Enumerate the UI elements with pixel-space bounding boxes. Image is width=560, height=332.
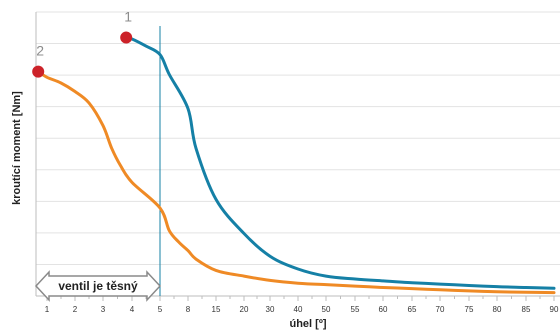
x-tick-label: 65 <box>408 305 417 314</box>
series-line-1 <box>124 36 556 290</box>
markers-layer: 12 <box>32 9 133 78</box>
range-double-arrow <box>34 270 162 302</box>
x-ticks: 1 2 3 4 5 8 15 20 30 40 50 55 60 65 70 75 80 85 90 <box>45 296 559 314</box>
x-tick-label: 8 <box>186 305 191 314</box>
grid-lines <box>36 11 560 265</box>
x-tick-label: 80 <box>493 305 502 314</box>
series-layer <box>36 36 556 295</box>
start-marker-2 <box>32 65 45 78</box>
x-tick-label: 40 <box>294 305 303 314</box>
x-tick-label: 30 <box>266 305 275 314</box>
x-tick-label: 50 <box>322 305 331 314</box>
x-tick-label: 60 <box>379 305 388 314</box>
y-axis-title: kroutící moment [Nm] <box>11 91 23 205</box>
series-label-2: 2 <box>36 43 44 59</box>
x-tick-label: 2 <box>73 305 78 314</box>
series-label-1: 1 <box>124 9 132 25</box>
x-tick-label: 5 <box>158 305 163 314</box>
series-line-2 <box>36 70 556 295</box>
x-tick-label: 1 <box>45 305 50 314</box>
range-annotation: ventil je těsný <box>34 270 162 302</box>
range-annotation-label: ventil je těsný <box>58 279 138 293</box>
x-tick-label: 15 <box>212 305 221 314</box>
x-tick-label: 20 <box>240 305 249 314</box>
x-tick-label: 4 <box>130 305 135 314</box>
x-tick-label: 90 <box>550 305 559 314</box>
x-tick-label: 85 <box>522 305 531 314</box>
x-tick-label: 70 <box>436 305 445 314</box>
x-tick-label: 75 <box>465 305 474 314</box>
x-tick-label: 3 <box>101 305 106 314</box>
x-axis-title: úhel [º] <box>289 318 326 330</box>
x-tick-label: 55 <box>351 305 360 314</box>
start-marker-1 <box>120 31 133 44</box>
